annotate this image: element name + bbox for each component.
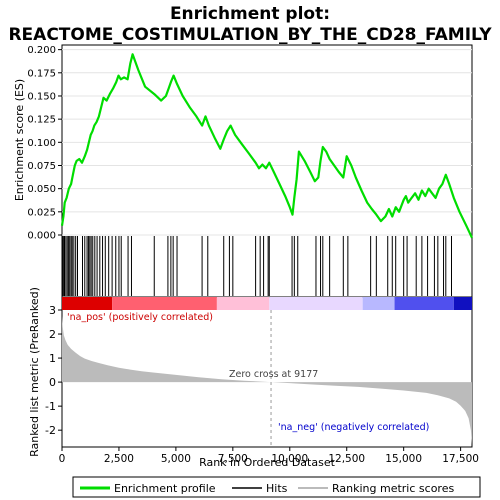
metric-y-tick-label: 0 xyxy=(49,376,56,389)
es-y-tick-label: 0.200 xyxy=(27,45,56,56)
x-tick-label: 10,000 xyxy=(271,453,308,465)
x-axis: 0 2,500 5,000 7,500 10,000 12,500 15,000 17,500 xyxy=(59,447,479,465)
pos-correlated-label: 'na_pos' (positively correlated) xyxy=(67,312,213,323)
rank-color-segment xyxy=(394,297,454,310)
x-tick-label: 5,000 xyxy=(161,453,191,465)
legend-metric-label: Ranking metric scores xyxy=(332,482,454,495)
x-tick-label: 15,000 xyxy=(385,453,422,465)
metric-y-tick-label: -2 xyxy=(45,424,56,437)
es-y-tick-label: 0.175 xyxy=(27,68,56,79)
legend-box xyxy=(72,476,481,498)
x-tick-label: 12,500 xyxy=(328,453,365,465)
rank-color-segment xyxy=(453,297,472,310)
es-y-tick-label: 0.125 xyxy=(27,115,56,126)
rank-color-segment xyxy=(216,297,270,310)
rank-color-bar xyxy=(62,297,472,310)
es-y-tick-label: 0.050 xyxy=(27,184,56,195)
x-tick-label: 17,500 xyxy=(442,453,479,465)
metric-y-axis-label: Ranked list metric (PreRanked) xyxy=(28,287,41,457)
ranking-metric-series xyxy=(62,316,472,445)
neg-correlated-label: 'na_neg' (negatively correlated) xyxy=(278,422,429,433)
rank-color-segment xyxy=(269,297,363,310)
metric-y-axis: -2 -1 0 1 2 3 xyxy=(45,304,62,437)
es-y-axis: 0.000 0.025 0.050 0.075 0.100 0.125 0.150 0.175… xyxy=(27,45,62,242)
chart-subtitle: REACTOME_COSTIMULATION_BY_THE_CD28_FAMIL… xyxy=(8,25,492,45)
hit-markers xyxy=(61,236,452,296)
x-tick-label: 2,500 xyxy=(104,453,134,465)
enrichment-profile-line xyxy=(60,53,473,239)
es-y-tick-label: 0.025 xyxy=(27,207,56,218)
metric-y-tick-label: -1 xyxy=(45,400,56,413)
es-y-tick-label: 0.075 xyxy=(27,161,56,172)
enrichment-profile-series xyxy=(60,53,473,239)
zero-cross-label: Zero cross at 9177 xyxy=(229,369,318,380)
x-tick-label: 7,500 xyxy=(218,453,248,465)
es-y-axis-label: Enrichment score (ES) xyxy=(13,79,26,201)
ranking-metric-area xyxy=(62,310,472,447)
es-y-gridlines xyxy=(62,49,472,236)
x-tick-label: 0 xyxy=(59,453,66,465)
legend-enrichment-label: Enrichment profile xyxy=(114,482,216,495)
es-y-tick-label: 0.100 xyxy=(27,138,56,149)
metric-y-tick-label: 2 xyxy=(49,328,56,341)
rank-color-segment xyxy=(62,297,113,310)
hits-panel-frame xyxy=(61,234,473,298)
rank-color-segment xyxy=(112,297,217,310)
es-y-tick-label: 0.000 xyxy=(27,231,56,242)
legend-hits-label: Hits xyxy=(266,482,288,495)
es-y-tick-label: 0.150 xyxy=(27,91,56,102)
metric-y-tick-label: 3 xyxy=(49,304,56,317)
es-panel-frame xyxy=(61,44,473,236)
rank-color-segment xyxy=(362,297,395,310)
x-axis-label: Rank in Ordered Dataset xyxy=(199,456,336,469)
chart-title: Enrichment plot: xyxy=(170,4,330,24)
metric-y-tick-label: 1 xyxy=(49,352,56,365)
